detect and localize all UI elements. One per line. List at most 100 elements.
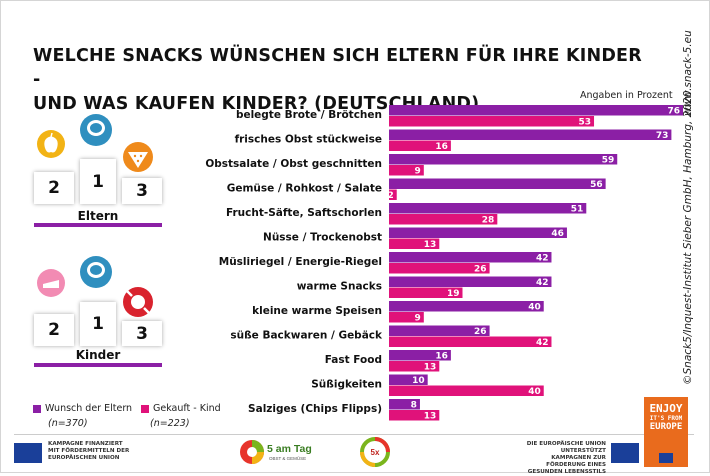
enjoy-line-3: EUROPE [649,422,683,432]
five-x-logo: 5x [360,437,390,467]
podium-eltern-rank-3: 3 [122,178,162,204]
category-label: Müsliriegel / Energie-Riegel [219,256,382,268]
title-line-2: UND WAS KAUFEN KINDER? (DEUTSCHLAND) [33,94,480,114]
logo2-text: 5x [371,448,380,457]
value-label-kind: 42 [536,338,549,348]
units-note: Angaben in Prozent [580,90,673,101]
podium-eltern-rank-1: 1 [80,159,116,204]
category-label: warme Snacks [297,281,382,293]
podium-eltern-label: Eltern [77,209,119,223]
value-label-kind: 13 [424,363,437,373]
bar-eltern [389,374,428,385]
bar-eltern [389,325,490,336]
bar-kind [389,336,552,347]
category-label: belegte Brote / Brötchen [236,109,382,121]
bar-kind [389,312,424,323]
candy-icon [123,287,153,317]
cake-icon [37,269,65,297]
category-label: Nüsse / Trockenobst [263,232,382,244]
value-label-kind: 16 [435,142,448,152]
value-label-eltern: 42 [536,278,549,288]
value-label-eltern: 73 [656,131,669,141]
value-label-eltern: 40 [528,303,541,313]
bar-eltern [389,350,451,361]
value-label-kind: 9 [415,167,421,177]
value-label-kind: 40 [528,387,541,397]
category-label: kleine warme Speisen [252,305,382,317]
eu-left-line-2: MIT FÖRDERMITTELN DER [48,448,130,454]
bar-eltern [389,154,618,165]
bar-eltern [389,252,552,263]
logo1-sub: OBST & GEMÜSE [269,455,306,461]
value-label-eltern: 42 [536,254,549,264]
sandwich-icon [80,256,112,288]
eu-flag-icon [659,453,673,463]
bar-eltern [389,399,420,410]
bar-kind [389,140,451,151]
value-label-kind: 28 [482,216,495,226]
value-label-eltern: 51 [571,205,584,215]
bar-eltern [389,203,587,214]
eu-left-line-1: KAMPAGNE FINANZIERT [48,441,123,447]
value-label-eltern: 16 [435,352,448,362]
enjoy-line-2: IT'S FROM [649,415,683,422]
bar-eltern [389,129,672,140]
eu-left-line-3: EUROPÄISCHEN UNION [48,455,120,461]
value-label-kind: 19 [447,289,460,299]
eu-right-line-3: GESUNDEN LEBENSSTILS [527,469,606,475]
bar-kind [389,263,490,274]
bar-eltern [389,227,567,238]
value-label-eltern: 56 [590,180,603,190]
enjoy-europe-badge: ENJOY IT'S FROM EUROPE [644,397,688,467]
value-label-eltern: 59 [602,156,615,166]
category-label: frisches Obst stückweise [235,134,382,146]
value-label-kind: 26 [474,265,487,275]
value-label-eltern: 46 [551,229,564,239]
category-label: Obstsalate / Obst geschnitten [205,158,382,170]
podium-kinder-rank-1: 1 [80,302,116,346]
podium-kinder-underline [34,363,162,367]
legend-swatch-kind [141,405,149,413]
legend-label-eltern: Wunsch der Eltern [45,403,133,414]
value-label-kind: 9 [415,314,421,324]
bar-kind [389,385,544,396]
legend-label-kind: Gekauft - Kind [153,403,221,414]
category-label: Fast Food [325,354,382,366]
category-label: Gemüse / Rohkost / Salate [227,183,382,195]
eu-right-text: DIE EUROPÄISCHE UNION UNTERSTÜTZT KAMPAG… [510,441,606,476]
bar-kind [389,189,397,200]
legend-n-kind: (n=223) [150,418,190,429]
bar-kind [389,214,498,225]
legend-swatch-eltern [33,405,41,413]
podium-eltern-rank-2: 2 [34,172,74,204]
legend-n-eltern: (n=370) [48,418,88,429]
chart-title: WELCHE SNACKS WÜNSCHEN SICH ELTERN FÜR I… [33,44,653,116]
value-label-kind: 13 [424,240,437,250]
value-label-kind: 2 [387,191,393,201]
category-label: Süßigkeiten [311,379,382,391]
bar-kind [389,287,463,298]
bar-kind [389,410,440,421]
value-label-eltern: 8 [411,401,417,411]
bar-chart: belegte Brote / Brötchen 76 53 frisches Obs… [205,105,683,422]
five-am-tag-logo: 5 am Tag OBST & GEMÜSE [240,440,312,464]
podium-kinder-rank-3: 3 [122,321,162,346]
bar-kind [389,116,595,127]
logo1-text: 5 am Tag [267,443,312,455]
eu-flag-icon [611,443,639,463]
value-label-eltern: 10 [412,376,425,386]
category-label: Frucht-Säfte, Saftschorlen [226,207,382,219]
bar-eltern [389,301,544,312]
value-label-kind: 53 [578,118,591,128]
bar-kind [389,361,440,372]
title-line-1: WELCHE SNACKS WÜNSCHEN SICH ELTERN FÜR I… [33,46,642,90]
podium-kinder-rank-2: 2 [34,314,74,346]
value-label-kind: 13 [424,412,437,422]
category-label: Salziges (Chips Flipps) [248,403,382,415]
category-label: süße Backwaren / Gebäck [230,330,383,342]
bar-eltern [389,178,606,189]
podium-eltern-underline [34,223,162,227]
apple-icon [37,130,65,158]
watermelon-icon [123,142,153,172]
podium-kinder-label: Kinder [75,348,121,362]
